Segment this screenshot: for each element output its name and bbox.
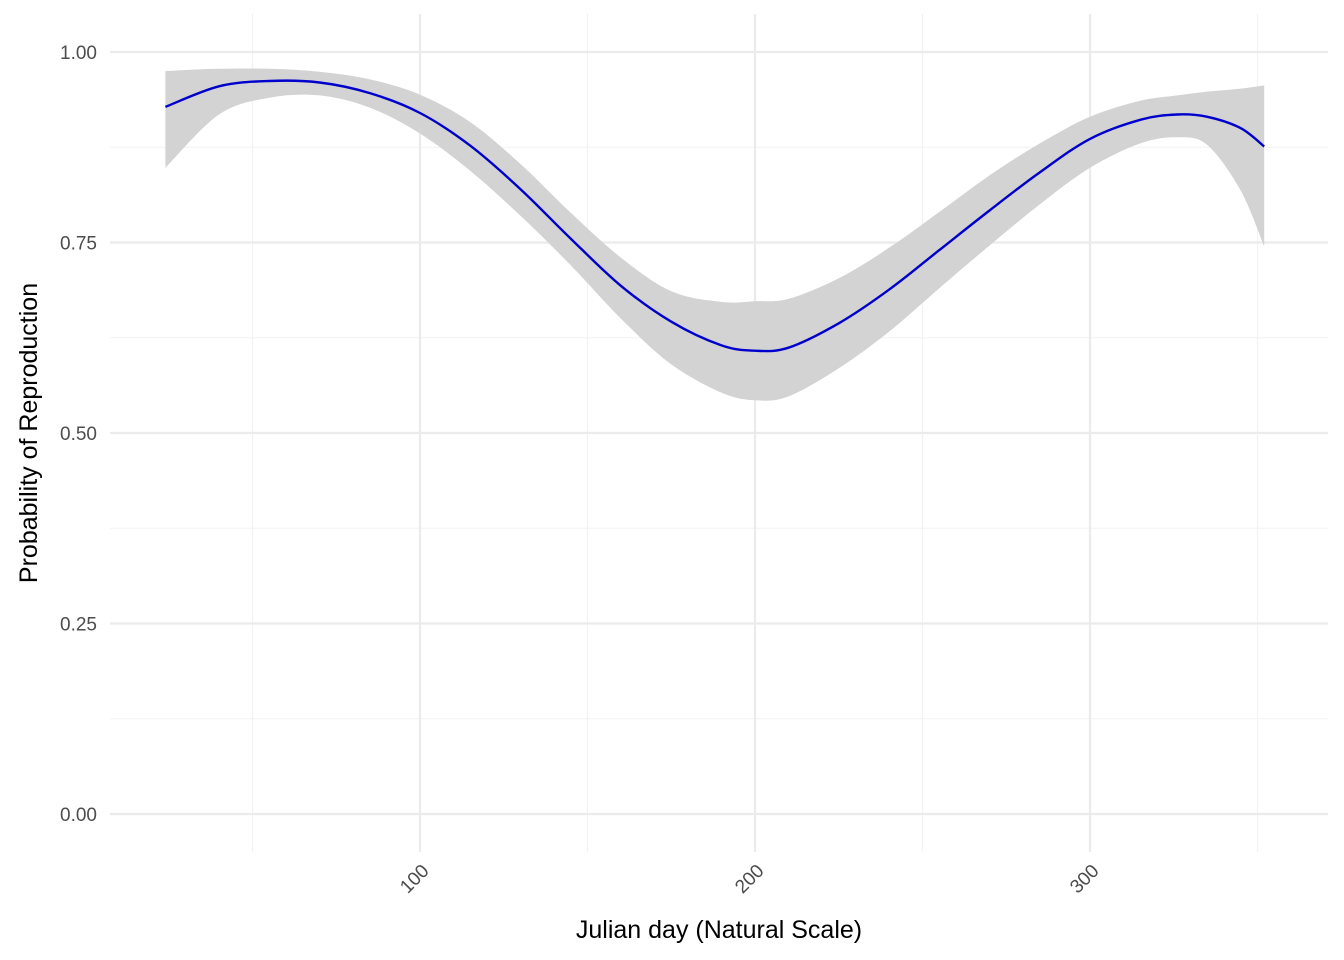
- x-axis-ticks: 100 200 300: [396, 861, 1103, 898]
- x-tick-label: 300: [1066, 861, 1103, 898]
- x-tick-label: 200: [731, 861, 768, 898]
- y-tick-label: 1.00: [60, 43, 97, 64]
- y-axis-ticks: 0.00 0.25 0.50 0.75 1.00: [60, 43, 97, 826]
- y-tick-label: 0.00: [60, 805, 97, 826]
- confidence-ribbon: [165, 68, 1265, 401]
- y-tick-label: 0.25: [60, 615, 97, 636]
- x-tick-label: 100: [396, 861, 433, 898]
- x-axis-title: Julian day (Natural Scale): [576, 916, 862, 944]
- y-tick-label: 0.50: [60, 424, 97, 445]
- y-tick-label: 0.75: [60, 234, 97, 255]
- y-axis-title: Probability of Reproduction: [15, 283, 43, 583]
- probability-line: [164, 79, 1265, 353]
